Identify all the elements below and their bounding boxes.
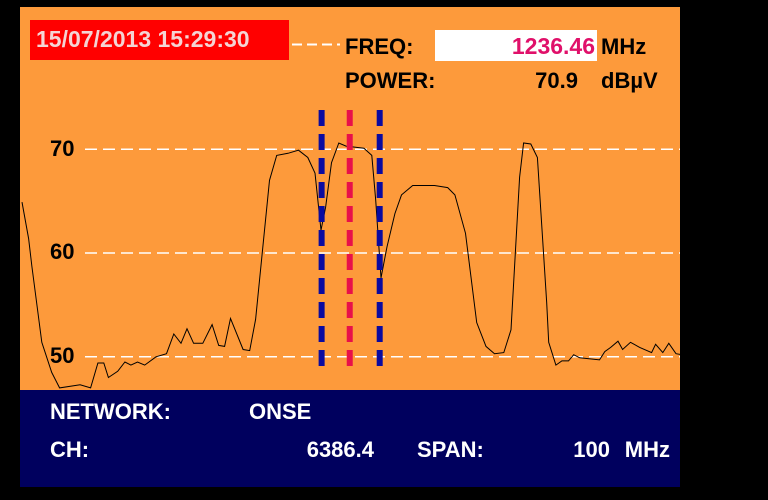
freq-leader-line	[292, 43, 340, 46]
spectrum-trace	[21, 142, 680, 389]
datetime-badge: 15/07/2013 15:29:30	[30, 20, 289, 60]
ytick-label-60: 60	[50, 239, 75, 264]
span-value: 100	[573, 437, 610, 462]
ch-label: CH:	[50, 437, 90, 462]
span-label: SPAN:	[417, 437, 484, 462]
spectrum-plot: 70 60 50	[20, 7, 680, 390]
freq-field[interactable]: 1236.46	[435, 30, 597, 61]
network-value: ONSE	[249, 399, 312, 424]
freq-unit: MHz	[601, 34, 647, 59]
spectrum-chart	[21, 110, 680, 389]
power-value: 70.9	[535, 68, 578, 93]
freq-label: FREQ:	[345, 34, 414, 59]
ytick-label-70: 70	[50, 136, 75, 161]
network-label: NETWORK:	[50, 399, 171, 424]
span-unit: MHz	[624, 437, 670, 462]
power-unit: dBµV	[601, 68, 658, 93]
freq-value: 1236.46	[511, 33, 595, 59]
power-label: POWER:	[345, 68, 436, 93]
datetime-text: 15/07/2013 15:29:30	[36, 26, 250, 52]
info-panel: NETWORK: ONSE CH: 6386.4 SPAN: 100 MHz	[20, 390, 680, 487]
ytick-label-50: 50	[50, 343, 75, 368]
ch-value: 6386.4	[306, 437, 374, 462]
